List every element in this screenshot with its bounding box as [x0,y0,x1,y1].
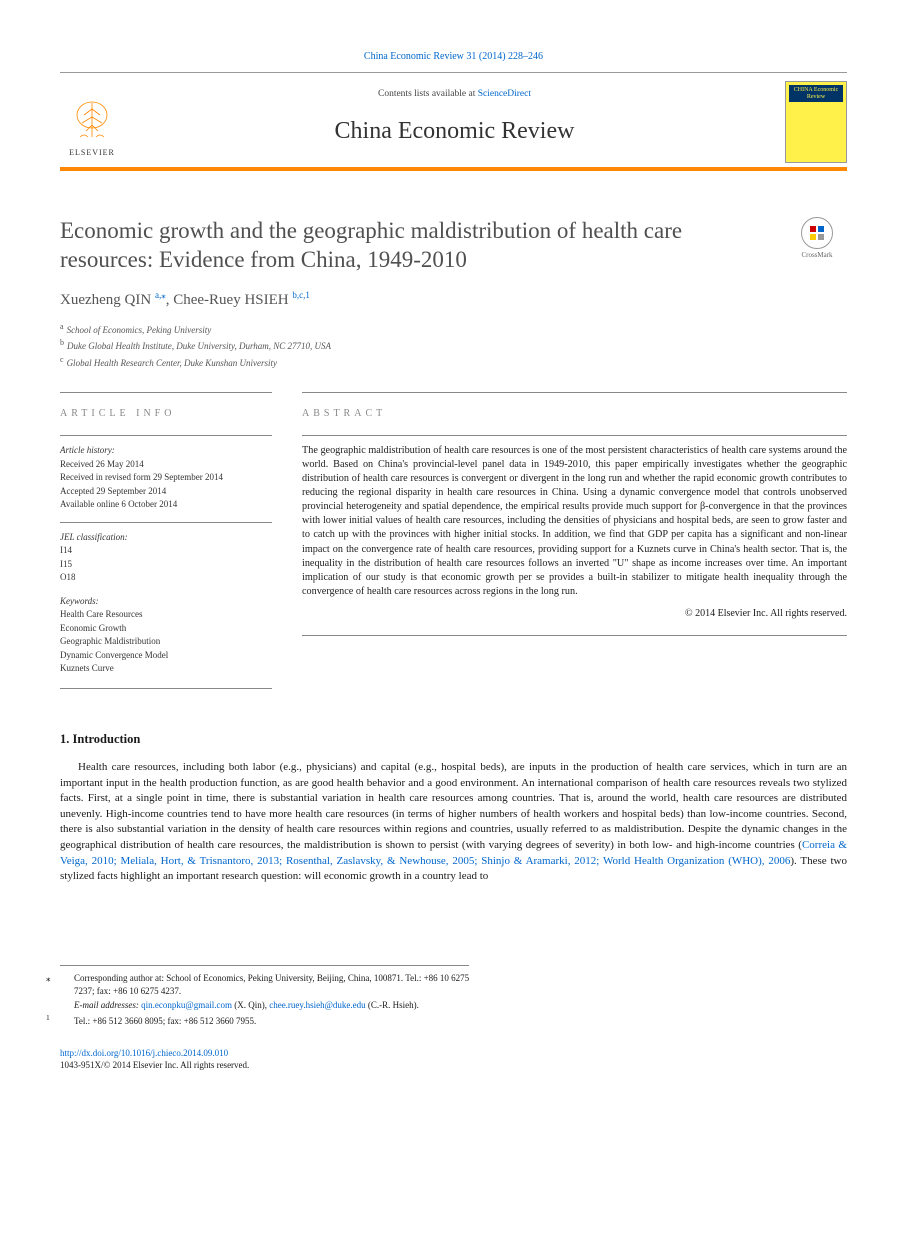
jel-0: I14 [60,544,272,558]
footnote-1-marker: 1 [60,1012,74,1029]
jel-1: I15 [60,558,272,572]
footnote-corresponding: ⁎Corresponding author at: School of Econ… [60,972,469,999]
author-2: Chee-Ruey HSIEH [173,292,288,308]
cover-thumb-label: CHINA Economic Review [789,85,843,102]
jel-2: O18 [60,571,272,585]
keyword-1: Economic Growth [60,622,272,636]
issn-copyright: 1043-951X/© 2014 Elsevier Inc. All right… [60,1059,847,1072]
abstract-label: abstract [302,407,847,421]
citation-header: China Economic Review 31 (2014) 228–246 [60,50,847,64]
emails-label: E-mail addresses: [74,1000,141,1010]
jel-block: JEL classification: I14 I15 O18 [60,531,272,585]
section-1-para-1: Health care resources, including both la… [60,760,847,885]
footnotes: ⁎Corresponding author at: School of Econ… [60,965,469,1029]
keyword-0: Health Care Resources [60,608,272,622]
asterisk-icon: ⁎ [60,972,74,986]
footnote-1: 1Tel.: +86 512 3660 8095; fax: +86 512 3… [60,1012,469,1029]
keyword-2: Geographic Maldistribution [60,635,272,649]
article-title: Economic growth and the geographic maldi… [60,217,847,275]
section-introduction: 1. Introduction Health care resources, i… [60,731,847,885]
keywords-block: Keywords: Health Care Resources Economic… [60,595,272,676]
title-block: CrossMark Economic growth and the geogra… [60,217,847,275]
authors: Xuezheng QIN a,⁎, Chee-Ruey HSIEH b,c,1 [60,289,847,311]
affiliation-c: cGlobal Health Research Center, Duke Kun… [60,354,847,371]
abstract-column: abstract The geographic maldistribution … [302,392,847,697]
article-info-label: article info [60,407,272,421]
abstract-text: The geographic maldistribution of health… [302,444,847,599]
keywords-label: Keywords: [60,595,272,609]
affiliations: aSchool of Economics, Peking University … [60,321,847,371]
journal-cover-thumb[interactable]: CHINA Economic Review [785,81,847,163]
history-received: Received 26 May 2014 [60,458,272,472]
history-label: Article history: [60,444,272,458]
masthead: ELSEVIER Contents lists available at Sci… [60,73,847,171]
footnote-corr-text: Corresponding author at: School of Econo… [74,973,469,997]
email-1-link[interactable]: qin.econpku@gmail.com [141,1000,232,1010]
author-1: Xuezheng QIN [60,292,151,308]
article-info-column: article info Article history: Received 2… [60,392,272,697]
crossmark-badge[interactable]: CrossMark [787,217,847,261]
masthead-center: Contents lists available at ScienceDirec… [124,88,785,161]
jel-label: JEL classification: [60,531,272,545]
affiliation-b-text: Duke Global Health Institute, Duke Unive… [67,341,331,351]
history-revised: Received in revised form 29 September 20… [60,471,272,485]
abstract-bottom-rule [302,635,847,636]
crossmark-label: CrossMark [801,251,832,259]
keyword-4: Kuznets Curve [60,662,272,676]
email-2-who: (C.-R. Hsieh). [366,1000,419,1010]
author-1-affil[interactable]: a,⁎ [155,290,166,300]
crossmark-icon [801,217,833,249]
elsevier-tree-icon [68,97,116,145]
keyword-3: Dynamic Convergence Model [60,649,272,663]
footnote-1-text: Tel.: +86 512 3660 8095; fax: +86 512 36… [74,1016,256,1026]
doi-link[interactable]: http://dx.doi.org/10.1016/j.chieco.2014.… [60,1048,228,1058]
contents-line: Contents lists available at ScienceDirec… [124,88,785,101]
affiliation-a-text: School of Economics, Peking University [67,325,212,335]
journal-title: China Economic Review [124,115,785,149]
affiliation-a: aSchool of Economics, Peking University [60,321,847,338]
elsevier-logo[interactable]: ELSEVIER [60,86,124,158]
history-online: Available online 6 October 2014 [60,498,272,512]
affiliation-c-text: Global Health Research Center, Duke Kuns… [67,358,277,368]
sciencedirect-link[interactable]: ScienceDirect [478,89,531,99]
email-1-who: (X. Qin), [232,1000,269,1010]
history-accepted: Accepted 29 September 2014 [60,485,272,499]
footnote-emails: E-mail addresses: qin.econpku@gmail.com … [60,999,469,1013]
article-history: Article history: Received 26 May 2014 Re… [60,444,272,512]
para-1-text-a: Health care resources, including both la… [60,761,847,851]
publisher-name: ELSEVIER [69,147,115,158]
section-1-heading: 1. Introduction [60,731,847,749]
contents-prefix: Contents lists available at [378,89,478,99]
author-2-affil[interactable]: b,c,1 [292,290,310,300]
affiliation-b: bDuke Global Health Institute, Duke Univ… [60,337,847,354]
email-2-link[interactable]: chee.ruey.hsieh@duke.edu [269,1000,365,1010]
doi-block: http://dx.doi.org/10.1016/j.chieco.2014.… [60,1047,847,1072]
abstract-copyright: © 2014 Elsevier Inc. All rights reserved… [302,607,847,621]
